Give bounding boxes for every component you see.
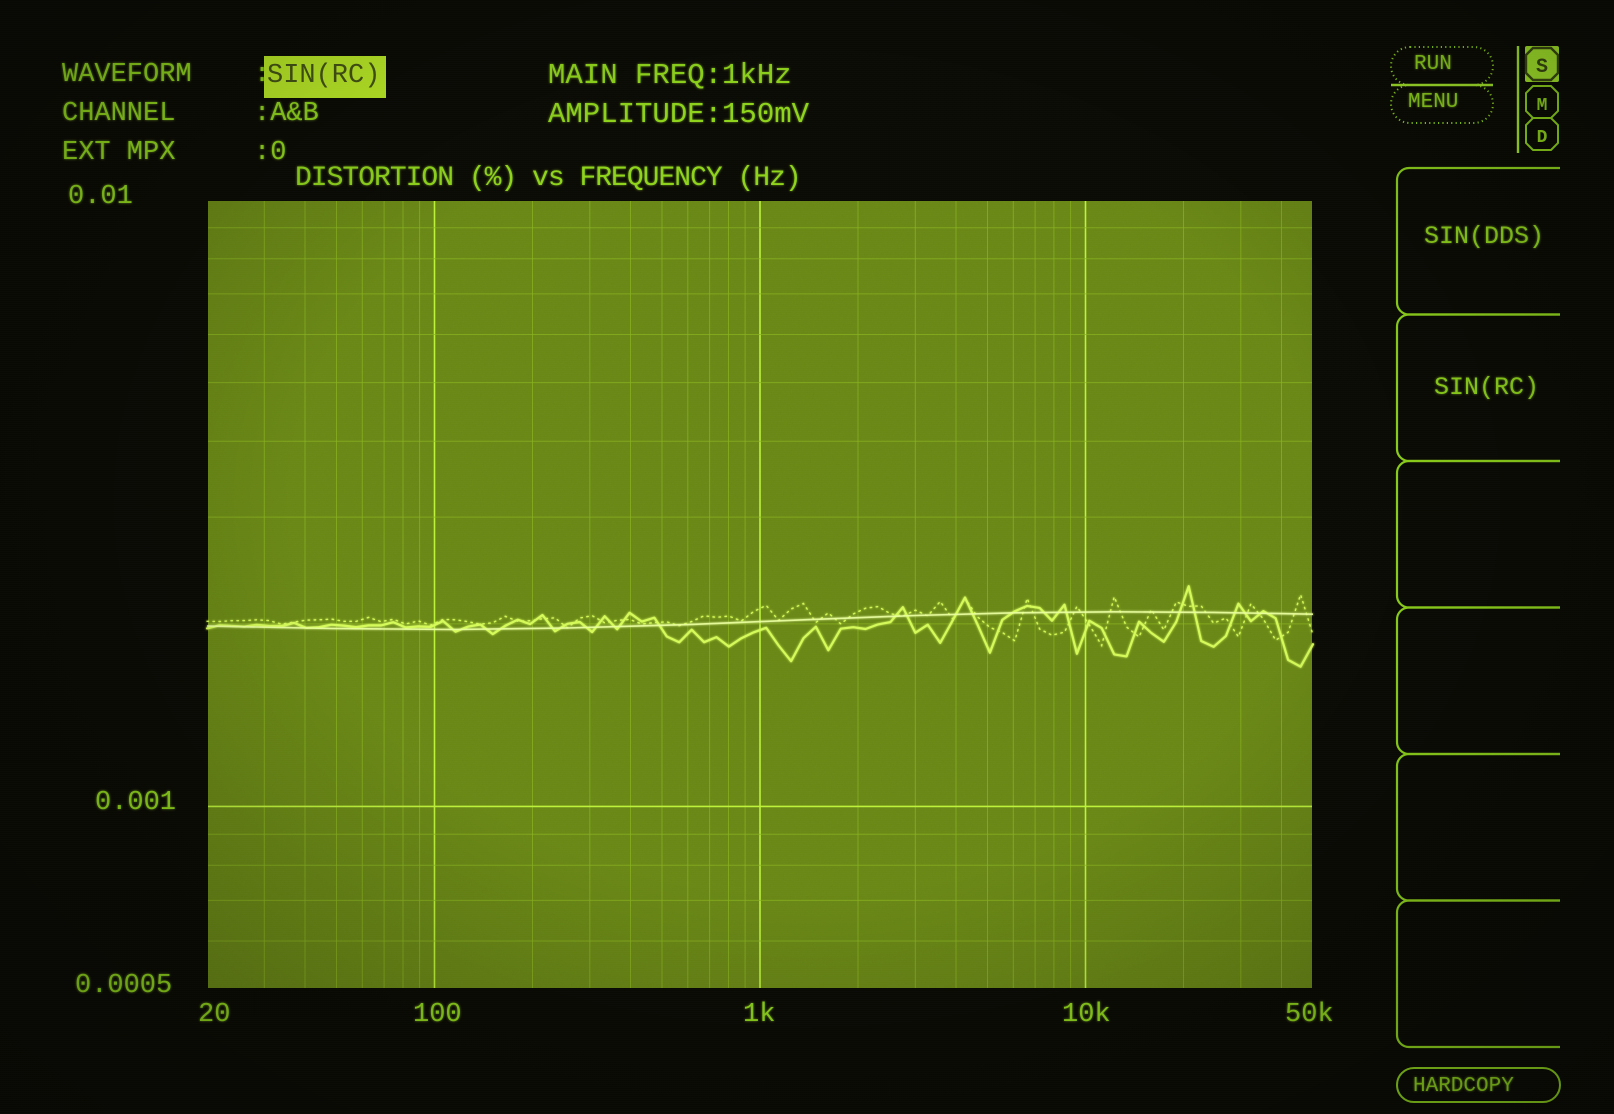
svg-text:D: D <box>1537 128 1548 148</box>
svg-text:M: M <box>1537 96 1548 116</box>
svg-text:S: S <box>1536 56 1548 79</box>
